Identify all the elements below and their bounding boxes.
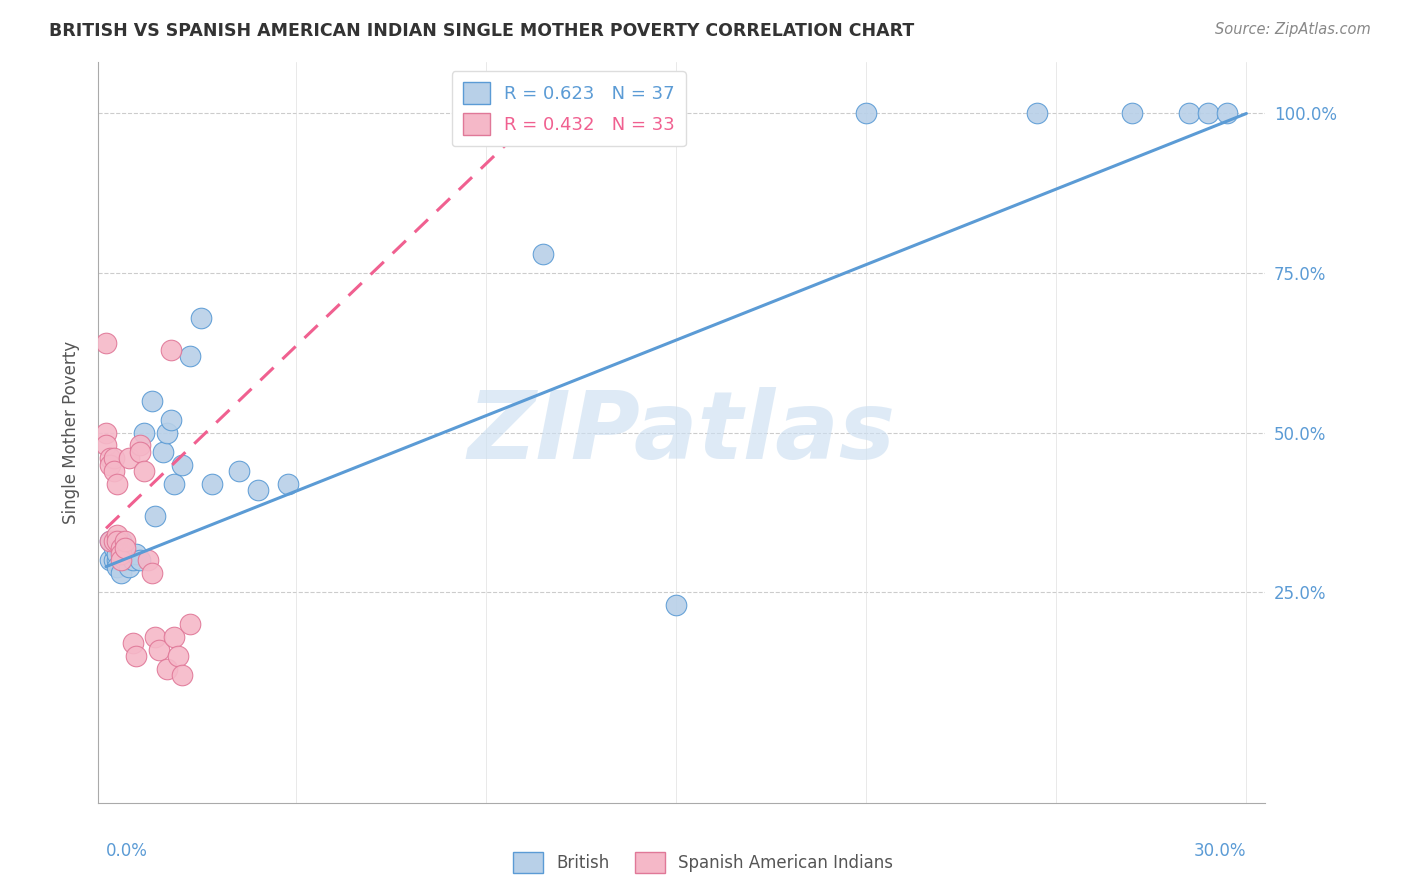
Point (141, 566, 163, 580)
Point (125, 547, 148, 561)
Point (121, 553, 143, 567)
Point (114, 541, 136, 555)
Text: BRITISH VS SPANISH AMERICAN INDIAN SINGLE MOTHER POVERTY CORRELATION CHART: BRITISH VS SPANISH AMERICAN INDIAN SINGL… (49, 22, 914, 40)
Point (129, 553, 152, 567)
Point (156, 425, 179, 440)
Point (103, 451, 125, 466)
Point (114, 534, 136, 549)
Point (145, 630, 167, 644)
Text: 0.0%: 0.0% (105, 842, 148, 860)
Point (107, 527, 129, 541)
Point (170, 458, 193, 472)
Point (107, 547, 129, 561)
Point (110, 553, 132, 567)
Point (94, 438, 117, 452)
Point (118, 559, 141, 574)
Point (145, 508, 167, 523)
Text: ZIPatlas: ZIPatlas (468, 386, 896, 479)
Point (129, 444, 152, 458)
Point (125, 648, 148, 663)
Point (103, 541, 125, 555)
Point (98, 451, 121, 466)
Point (1216, 106, 1239, 120)
Point (277, 476, 299, 491)
Point (98, 553, 121, 567)
Point (114, 553, 136, 567)
Legend: British, Spanish American Indians: British, Spanish American Indians (506, 846, 900, 880)
Point (1121, 106, 1143, 120)
Point (148, 642, 170, 657)
Point (94, 336, 117, 351)
Point (110, 541, 132, 555)
Point (179, 349, 201, 363)
Point (94, 425, 117, 440)
Point (103, 534, 125, 549)
Point (159, 413, 181, 427)
Point (247, 483, 270, 497)
Point (110, 534, 132, 549)
Point (163, 630, 186, 644)
Point (107, 534, 129, 549)
Point (190, 310, 212, 325)
Point (132, 425, 155, 440)
Text: 30.0%: 30.0% (1194, 842, 1246, 860)
Point (179, 617, 201, 632)
Point (1026, 106, 1049, 120)
Text: Source: ZipAtlas.com: Source: ZipAtlas.com (1215, 22, 1371, 37)
Point (132, 464, 155, 478)
Point (114, 547, 136, 561)
Point (665, 598, 688, 612)
Point (121, 636, 143, 650)
Point (141, 393, 163, 408)
Point (110, 566, 132, 580)
Point (855, 106, 877, 120)
Point (98, 534, 121, 549)
Point (98, 534, 121, 549)
Point (103, 464, 125, 478)
Point (531, 247, 554, 261)
Point (98, 458, 121, 472)
Point (1197, 106, 1219, 120)
Point (163, 476, 186, 491)
Point (159, 343, 181, 357)
Point (136, 553, 159, 567)
Point (129, 438, 152, 452)
Legend: R = 0.623   N = 37, R = 0.432   N = 33: R = 0.623 N = 37, R = 0.432 N = 33 (451, 71, 686, 146)
Point (228, 464, 250, 478)
Point (1178, 106, 1201, 120)
Point (110, 547, 132, 561)
Point (107, 476, 129, 491)
Point (118, 451, 141, 466)
Point (170, 668, 193, 682)
Point (167, 648, 190, 663)
Point (107, 559, 129, 574)
Point (152, 444, 174, 458)
Point (107, 553, 129, 567)
Y-axis label: Single Mother Poverty: Single Mother Poverty (62, 341, 80, 524)
Point (201, 476, 224, 491)
Point (103, 553, 125, 567)
Point (156, 662, 179, 676)
